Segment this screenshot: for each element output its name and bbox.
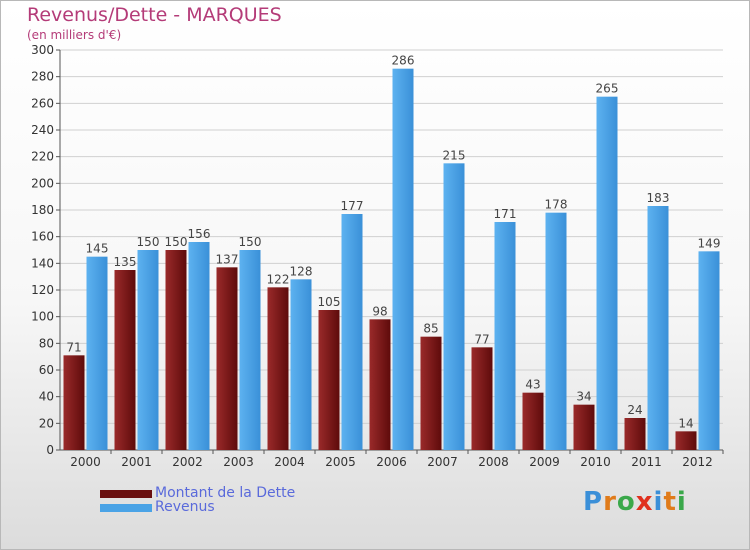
data-label-debt: 24 bbox=[627, 403, 642, 417]
data-label-debt: 71 bbox=[66, 340, 81, 354]
bar-revenus bbox=[698, 251, 720, 450]
bar-debt bbox=[63, 355, 85, 450]
x-tick-label: 2003 bbox=[223, 455, 254, 469]
legend-swatch-revenus bbox=[100, 504, 152, 512]
legend-label-revenus: Revenus bbox=[155, 499, 215, 515]
y-tick-label: 100 bbox=[31, 310, 54, 324]
data-label-revenus: 150 bbox=[239, 235, 262, 249]
data-label-debt: 85 bbox=[423, 322, 438, 336]
y-tick-label: 220 bbox=[31, 150, 54, 164]
data-label-debt: 77 bbox=[474, 332, 489, 346]
y-tick-label: 140 bbox=[31, 256, 54, 270]
x-tick-label: 2001 bbox=[121, 455, 152, 469]
data-label-revenus: 265 bbox=[596, 82, 619, 96]
data-label-debt: 135 bbox=[114, 255, 137, 269]
bar-debt bbox=[624, 418, 646, 450]
data-label-debt: 43 bbox=[525, 378, 540, 392]
data-label-revenus: 286 bbox=[392, 54, 415, 68]
logo-letter: r bbox=[603, 487, 617, 517]
bar-revenus bbox=[596, 96, 618, 451]
y-tick-label: 300 bbox=[31, 43, 54, 57]
bar-debt bbox=[522, 392, 544, 450]
x-tick-label: 2000 bbox=[70, 455, 101, 469]
data-label-revenus: 171 bbox=[494, 207, 517, 221]
bar-revenus bbox=[290, 279, 312, 450]
logo-letter: o bbox=[616, 487, 636, 517]
data-label-revenus: 215 bbox=[443, 148, 466, 162]
bar-revenus bbox=[239, 250, 261, 450]
y-tick-label: 120 bbox=[31, 283, 54, 297]
data-label-debt: 14 bbox=[678, 416, 693, 430]
logo-letter: i bbox=[676, 487, 687, 517]
bar-debt bbox=[369, 319, 391, 450]
x-tick-label: 2008 bbox=[478, 455, 509, 469]
data-label-revenus: 178 bbox=[545, 198, 568, 212]
data-label-revenus: 156 bbox=[188, 227, 211, 241]
bar-debt bbox=[114, 270, 136, 450]
bar-revenus bbox=[545, 212, 567, 450]
bar-revenus bbox=[188, 242, 210, 450]
data-label-revenus: 177 bbox=[341, 199, 364, 213]
proxiti-logo: Proxiti bbox=[583, 487, 687, 517]
bar-debt bbox=[420, 336, 442, 450]
bar-revenus bbox=[341, 214, 363, 450]
bar-debt bbox=[318, 310, 340, 450]
data-label-revenus: 128 bbox=[290, 264, 313, 278]
x-tick-label: 2006 bbox=[376, 455, 407, 469]
legend-label-debt: Montant de la Dette bbox=[155, 485, 296, 501]
logo-letter: x bbox=[635, 487, 654, 517]
bar-revenus bbox=[86, 256, 108, 450]
data-label-revenus: 183 bbox=[647, 191, 670, 205]
bar-debt bbox=[165, 250, 187, 450]
y-tick-label: 40 bbox=[39, 390, 54, 404]
data-label-debt: 150 bbox=[165, 235, 188, 249]
bar-revenus bbox=[392, 68, 414, 451]
y-tick-label: 160 bbox=[31, 230, 54, 244]
legend-swatch-debt bbox=[100, 490, 152, 498]
y-tick-label: 20 bbox=[39, 416, 54, 430]
bar-debt bbox=[216, 267, 238, 450]
data-label-debt: 105 bbox=[318, 295, 341, 309]
axes: 0 20 40 60 80 100 120 140 160 180 200 220 240 260 280 3… bbox=[31, 43, 724, 469]
x-tick-label: 2002 bbox=[172, 455, 203, 469]
chart-title: Revenus/Dette - MARQUES bbox=[27, 4, 282, 26]
data-label-debt: 34 bbox=[576, 390, 591, 404]
bar-debt bbox=[675, 431, 697, 450]
x-tick-label: 2011 bbox=[631, 455, 662, 469]
logo-letter: i bbox=[653, 487, 664, 517]
x-tick-label: 2009 bbox=[529, 455, 560, 469]
logo-letter: t bbox=[663, 487, 677, 517]
data-label-debt: 137 bbox=[216, 252, 239, 266]
data-label-revenus: 150 bbox=[137, 235, 160, 249]
data-label-revenus: 145 bbox=[86, 242, 109, 256]
chart-subtitle: (en milliers d'€) bbox=[27, 28, 122, 42]
x-tick-label: 2007 bbox=[427, 455, 458, 469]
logo-letter: P bbox=[583, 487, 604, 517]
data-label-revenus: 149 bbox=[698, 236, 721, 250]
data-label-debt: 122 bbox=[267, 272, 290, 286]
y-tick-label: 280 bbox=[31, 70, 54, 84]
y-tick-label: 260 bbox=[31, 96, 54, 110]
x-tick-label: 2010 bbox=[580, 455, 611, 469]
bar-revenus bbox=[443, 163, 465, 451]
bar-revenus bbox=[137, 250, 159, 450]
y-tick-label: 240 bbox=[31, 123, 54, 137]
bar-debt bbox=[267, 287, 289, 450]
y-tick-label: 180 bbox=[31, 203, 54, 217]
x-tick-label: 2005 bbox=[325, 455, 356, 469]
y-tick-label: 200 bbox=[31, 176, 54, 190]
y-tick-label: 80 bbox=[39, 336, 54, 350]
bars bbox=[63, 68, 720, 451]
x-tick-label: 2012 bbox=[682, 455, 713, 469]
bar-debt bbox=[471, 347, 493, 450]
bar-revenus bbox=[494, 222, 516, 450]
bar-revenus bbox=[647, 206, 669, 450]
x-tick-label: 2004 bbox=[274, 455, 305, 469]
bar-debt bbox=[573, 404, 595, 450]
y-tick-label: 0 bbox=[46, 443, 54, 457]
data-label-debt: 98 bbox=[372, 304, 387, 318]
y-tick-label: 60 bbox=[39, 363, 54, 377]
